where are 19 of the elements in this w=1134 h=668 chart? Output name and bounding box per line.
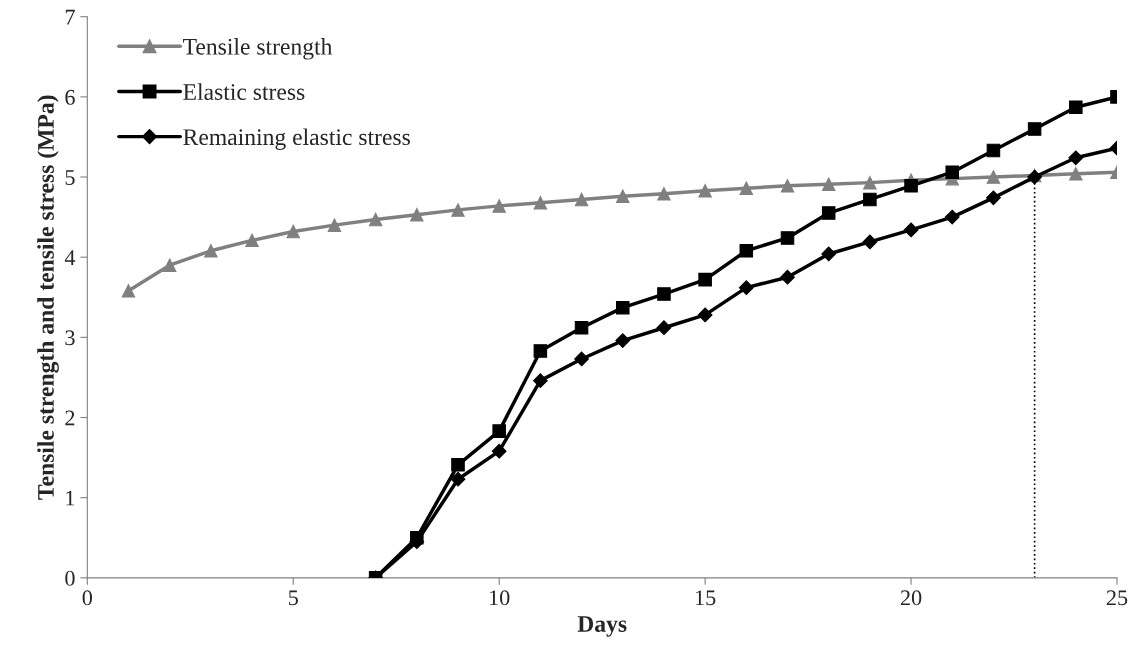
legend-label: Remaining elastic stress [183,128,410,150]
x-tick-label: 0 [82,590,93,606]
x-tick-label: 10 [490,590,510,606]
legend-label: Tensile strength [183,38,333,60]
y-tick-label: 2 [65,410,75,426]
legend-label: Elastic stress [183,83,305,100]
y-tick-label: 5 [65,170,75,185]
y-tick-label: 7 [65,9,75,25]
x-tick-label: 20 [900,590,922,606]
x-tick-label: 25 [1106,590,1128,606]
y-tick-label: 1 [66,490,75,506]
y-tick-label: 0 [65,570,75,586]
y-axis-title: Tensile strength and tensile stress (MPa) [37,95,59,500]
y-tick-label: 3 [65,330,75,346]
x-tick-label: 15 [695,590,716,606]
x-tick-label: 5 [288,590,298,606]
y-tick-label: 4 [64,250,76,265]
x-axis-title: Days [577,616,627,637]
y-tick-label: 6 [65,89,75,105]
